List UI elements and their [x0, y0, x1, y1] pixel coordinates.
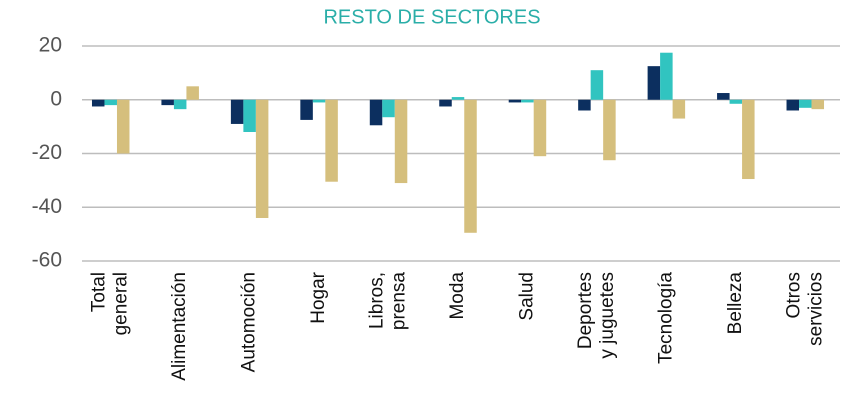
bar: [811, 99, 825, 110]
bar: [521, 99, 534, 103]
y-tick-label: -20: [32, 141, 62, 164]
bar: [508, 99, 522, 103]
bar: [255, 99, 269, 218]
bar: [161, 99, 174, 106]
bar: [729, 99, 743, 104]
x-tick-label: Libros,prensa: [367, 272, 410, 331]
bar: [464, 99, 477, 233]
bar: [394, 99, 408, 184]
x-tick-label: Deportesy juguetes: [575, 272, 618, 359]
bar: [578, 99, 591, 111]
bar: [186, 86, 199, 100]
bar: [439, 99, 452, 107]
bar: [451, 97, 465, 100]
x-tick-label: Otrosservicios: [783, 272, 826, 346]
y-tick-label: 0: [50, 87, 62, 110]
bar: [742, 99, 755, 180]
x-tick-label: Hogar: [308, 271, 329, 323]
x-tick-label: Automoción: [239, 272, 260, 372]
y-tick-label: -60: [32, 249, 62, 272]
chart-title: RESTO DE SECTORES: [323, 6, 540, 28]
bar: [590, 70, 604, 100]
bar: [230, 99, 244, 124]
bar: [603, 99, 616, 161]
x-tick-label: Tecnología: [655, 272, 676, 364]
bar: [369, 99, 383, 126]
bar: [672, 99, 686, 119]
bar: [660, 52, 673, 100]
bar: [243, 99, 256, 132]
bar: [116, 99, 130, 154]
bar: [173, 99, 187, 110]
bar: [312, 99, 326, 103]
bar: [647, 66, 661, 100]
bar: [325, 99, 338, 182]
bar: [533, 99, 547, 157]
x-tick-label: Totalgeneral: [89, 272, 132, 335]
bar: [799, 99, 812, 108]
x-tick-label: Moda: [447, 272, 468, 320]
bar: [91, 99, 105, 107]
x-tick-label: Alimentación: [169, 272, 190, 381]
bar: [104, 99, 117, 106]
x-tick-label: Belleza: [725, 272, 746, 335]
bar: [382, 99, 395, 118]
bar: [300, 99, 313, 120]
x-tick-label: Salud: [516, 272, 537, 321]
y-tick-label: 20: [39, 34, 62, 57]
bar: [717, 93, 730, 100]
y-tick-label: -40: [32, 195, 62, 218]
bar: [786, 99, 800, 111]
